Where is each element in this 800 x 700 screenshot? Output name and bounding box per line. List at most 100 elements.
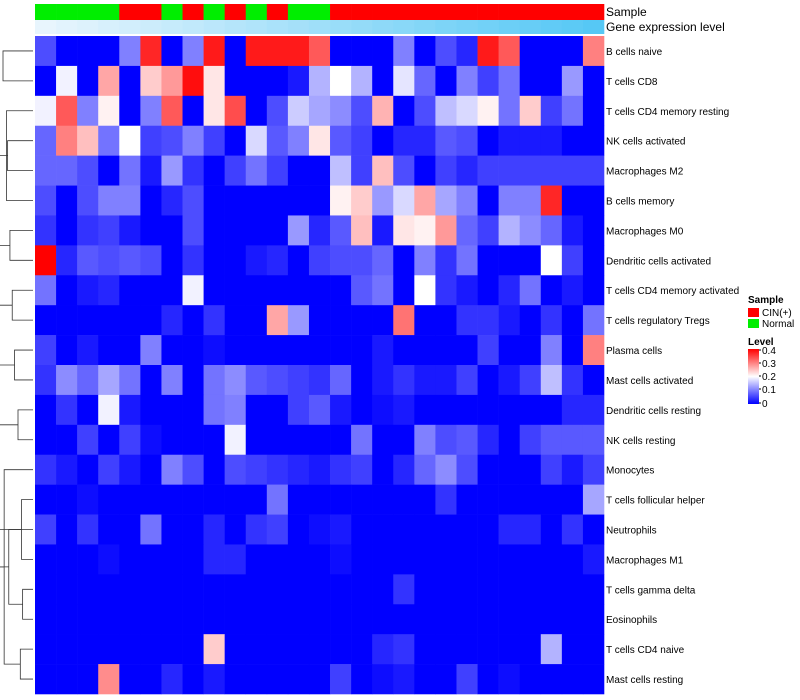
- gene-expression-annotation-cell: [414, 20, 436, 34]
- heatmap-cell: [182, 664, 204, 695]
- heatmap-cell: [140, 305, 162, 336]
- gene-expression-annotation-cell: [519, 20, 542, 34]
- heatmap-cell: [477, 335, 499, 366]
- gene-expression-annotation-cell: [119, 20, 141, 34]
- heatmap-cell: [56, 305, 78, 336]
- heatmap-cell: [203, 664, 225, 695]
- heatmap-cell: [351, 65, 373, 97]
- heatmap-cell: [519, 125, 542, 156]
- heatmap-cell: [77, 424, 99, 456]
- heatmap-cell: [498, 125, 521, 156]
- heatmap-cell: [456, 185, 478, 216]
- heatmap-cell: [498, 275, 521, 306]
- heatmap-cell: [540, 664, 563, 695]
- heatmap-cell: [119, 95, 141, 127]
- heatmap-cell: [477, 604, 499, 635]
- heatmap-cell: [224, 484, 247, 515]
- heatmap-cell: [477, 215, 499, 246]
- heatmap-cell: [561, 514, 584, 545]
- heatmap-cell: [582, 275, 605, 306]
- heatmap-cell: [456, 275, 478, 306]
- heatmap-cell: [266, 484, 289, 515]
- row-labels: B cells naive T cells CD8 T cells CD4 memo…: [606, 47, 739, 686]
- heatmap-cell: [56, 484, 78, 515]
- heatmap-cell: [561, 275, 584, 306]
- heatmap-cell: [477, 245, 499, 276]
- gene-expression-annotation-bar: [35, 20, 605, 34]
- heatmap-cell: [182, 634, 204, 665]
- heatmap-cell: [540, 484, 563, 515]
- heatmap-cell: [287, 65, 310, 97]
- heatmap-cell: [456, 664, 478, 695]
- heatmap-cell: [182, 365, 204, 396]
- heatmap-cell: [287, 634, 310, 665]
- heatmap-cell: [35, 634, 57, 665]
- row-label: Macrophages M0: [606, 226, 684, 237]
- heatmap-cell: [498, 245, 521, 276]
- heatmap-cell: [161, 664, 183, 695]
- heatmap-cell: [498, 574, 521, 605]
- heatmap-cell: [372, 335, 394, 366]
- dendrogram-branch: [17, 409, 33, 441]
- heatmap-cell: [203, 484, 225, 515]
- dendrogram-branch: [0, 364, 15, 366]
- heatmap-cell: [77, 215, 99, 246]
- legend-swatch-cin: [748, 308, 759, 317]
- sample-annotation-cell: [351, 4, 373, 20]
- heatmap-cell: [308, 245, 331, 276]
- heatmap-cell: [98, 424, 120, 456]
- heatmap-cell: [98, 95, 120, 127]
- heatmap-cell: [561, 215, 584, 246]
- heatmap-cell: [519, 305, 542, 336]
- heatmap-cell: [161, 275, 183, 306]
- legend-level-tick-0.3: 0.3: [762, 359, 776, 370]
- heatmap-cell: [414, 275, 436, 306]
- sample-annotation-cell: [435, 4, 457, 20]
- heatmap-cell: [414, 634, 436, 665]
- heatmap-cell: [266, 574, 289, 605]
- heatmap-cell: [351, 424, 373, 456]
- heatmap-cell: [203, 95, 225, 127]
- heatmap-cell: [372, 65, 394, 97]
- heatmap-cell: [203, 424, 225, 456]
- heatmap-cell: [351, 215, 373, 246]
- heatmap-cell: [224, 424, 247, 456]
- heatmap-cell: [477, 95, 499, 127]
- heatmap-cell: [35, 185, 57, 216]
- heatmap-cell: [119, 544, 141, 575]
- dendrogram-branch: [6, 110, 33, 201]
- heatmap-cell: [266, 634, 289, 665]
- heatmap-cell: [393, 335, 415, 366]
- heatmap-cell: [540, 125, 563, 156]
- heatmap-cell: [477, 454, 499, 485]
- heatmap-cell: [98, 335, 120, 366]
- row-label: T cells regulatory Tregs: [606, 316, 710, 327]
- heatmap-cell: [435, 215, 457, 246]
- heatmap-cell: [330, 155, 352, 186]
- heatmap-cell: [477, 574, 499, 605]
- heatmap-cell: [414, 574, 436, 605]
- heatmap-cell: [161, 245, 183, 276]
- heatmap-cell: [35, 484, 57, 515]
- heatmap-cell: [456, 424, 478, 456]
- heatmap-cell: [351, 454, 373, 485]
- heatmap-cell: [372, 155, 394, 186]
- heatmap-cell: [287, 335, 310, 366]
- heatmap-cell: [582, 36, 605, 67]
- heatmap-cell: [372, 484, 394, 515]
- heatmap-cell: [456, 36, 478, 67]
- heatmap-cell: [540, 544, 563, 575]
- gene-expression-annotation-cell: [266, 20, 289, 34]
- heatmap-cell: [98, 305, 120, 336]
- sample-annotation-cell: [224, 4, 247, 20]
- heatmap-cell: [456, 125, 478, 156]
- heatmap-cell: [540, 394, 563, 426]
- heatmap-cell: [477, 544, 499, 575]
- heatmap-cell: [540, 424, 563, 456]
- heatmap-cell: [435, 155, 457, 186]
- heatmap-cell: [119, 125, 141, 156]
- heatmap-cell: [414, 544, 436, 575]
- heatmap-cell: [224, 514, 247, 545]
- heatmap-cell: [224, 305, 247, 336]
